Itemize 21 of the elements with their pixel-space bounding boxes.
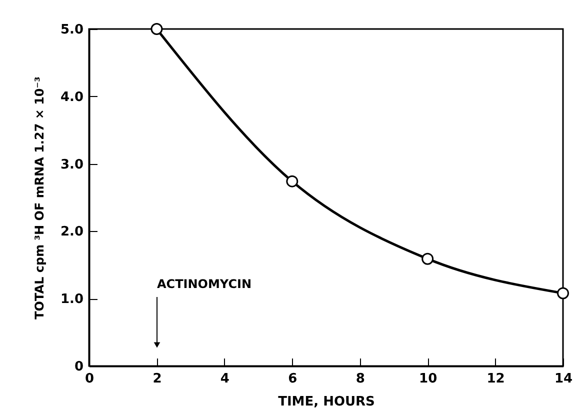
x-tick-label: 6 xyxy=(288,372,298,386)
annotation: ACTINOMYCIN xyxy=(157,277,252,291)
x-tick-label: 4 xyxy=(220,372,230,386)
x-tick-label: 2 xyxy=(152,372,162,386)
point xyxy=(286,175,298,188)
y-tick-label: 1.0 xyxy=(60,292,84,308)
y-axis-title: TOTAL cpm ³H OF mRNA 1.27 × 10⁻³ xyxy=(32,76,46,320)
x-tick-label: 12 xyxy=(486,372,505,386)
y-tick-label: 4.0 xyxy=(60,90,84,105)
y-tick-label: 5.0 xyxy=(60,22,84,38)
y-tick-label: 3.0 xyxy=(60,157,84,172)
x-tick-label: 10 xyxy=(419,372,438,386)
x-axis-title: TIME, HOURS xyxy=(278,394,375,410)
y-tick-label: 0 xyxy=(74,360,84,374)
point xyxy=(422,252,434,265)
x-tick-label: 14 xyxy=(554,372,573,386)
x-tick-label: 0 xyxy=(84,372,94,386)
y-tick-label: 2.0 xyxy=(60,224,84,240)
point xyxy=(557,287,569,300)
x-tick-label: 8 xyxy=(356,372,365,386)
point xyxy=(150,23,163,35)
